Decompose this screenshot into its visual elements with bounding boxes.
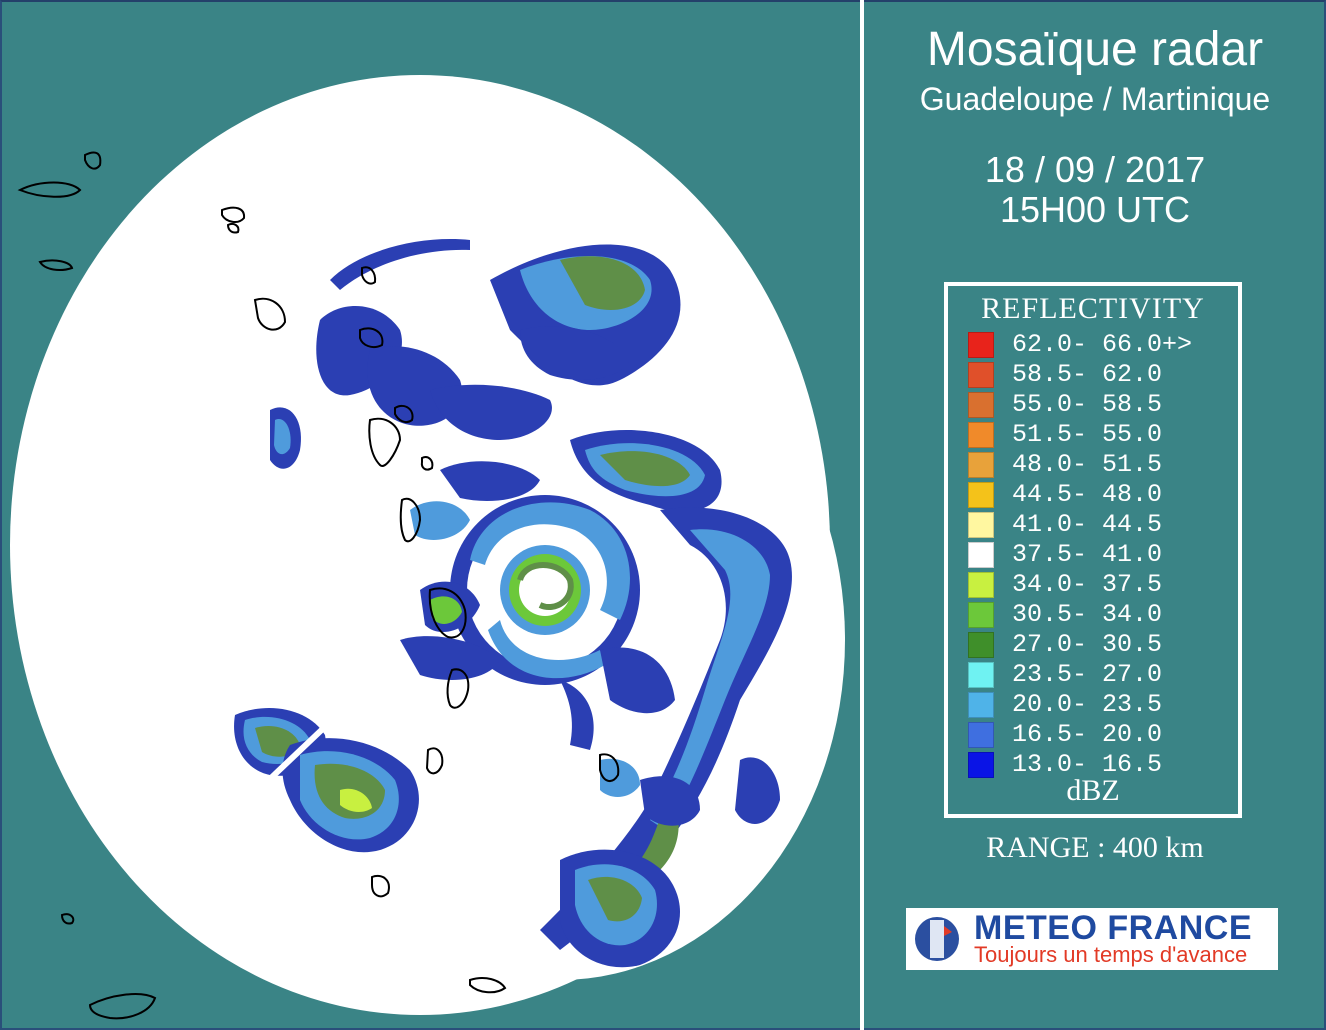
- coastlines: [17, 151, 620, 1020]
- legend-item: 34.0- 37.5: [968, 570, 1238, 600]
- legend-range-label: 16.5- 20.0: [1012, 720, 1163, 749]
- legend-range-label: 58.5- 62.0: [1012, 360, 1163, 389]
- legend-unit: dBZ: [1066, 774, 1120, 807]
- legend-item: 58.5- 62.0: [968, 360, 1238, 390]
- legend-range-label: 37.5- 41.0: [1012, 540, 1163, 569]
- precipitation-echoes: [234, 239, 792, 968]
- reflectivity-legend: REFLECTIVITY 62.0- 66.0+> 58.5- 62.0 55.0-…: [944, 282, 1242, 818]
- observation-time: 15H00 UTC: [999, 189, 1191, 230]
- legend-item: 37.5- 41.0: [968, 540, 1238, 570]
- legend-item: 41.0- 44.5: [968, 510, 1238, 540]
- range-label: RANGE : 400 km: [986, 831, 1204, 864]
- legend-color-swatch: [968, 632, 994, 658]
- legend-color-swatch: [968, 362, 994, 388]
- map-subtitle: Guadeloupe / Martinique: [919, 81, 1271, 117]
- legend-color-swatch: [968, 752, 994, 778]
- legend-item: 13.0- 16.5: [968, 750, 1238, 780]
- map-title: Mosaïque radar: [926, 23, 1264, 76]
- legend-color-swatch: [968, 542, 994, 568]
- legend-color-swatch: [968, 392, 994, 418]
- legend-range-label: 34.0- 37.5: [1012, 570, 1163, 599]
- info-panel: Mosaïque radar Guadeloupe / Martinique 1…: [864, 0, 1326, 1030]
- legend-color-swatch: [968, 482, 994, 508]
- meteo-france-logo-icon: [915, 917, 959, 961]
- legend-item: 44.5- 48.0: [968, 480, 1238, 510]
- legend-item: 23.5- 27.0: [968, 660, 1238, 690]
- legend-item: 51.5- 55.0: [968, 420, 1238, 450]
- legend-item: 48.0- 51.5: [968, 450, 1238, 480]
- legend-item: 20.0- 23.5: [968, 690, 1238, 720]
- legend-range-label: 44.5- 48.0: [1012, 480, 1163, 509]
- logo-name: METEO FRANCE: [974, 909, 1252, 947]
- legend-item: 16.5- 20.0: [968, 720, 1238, 750]
- legend-color-swatch: [968, 422, 994, 448]
- legend-color-swatch: [968, 452, 994, 478]
- radar-map-svg: [10, 75, 845, 1020]
- legend-range-label: 62.0- 66.0+>: [1012, 330, 1193, 359]
- legend-color-swatch: [968, 512, 994, 538]
- legend-range-label: 30.5- 34.0: [1012, 600, 1163, 629]
- legend-color-swatch: [968, 692, 994, 718]
- legend-item: 55.0- 58.5: [968, 390, 1238, 420]
- legend-range-label: 13.0- 16.5: [1012, 750, 1163, 779]
- radar-map: [10, 75, 845, 1020]
- legend-range-label: 48.0- 51.5: [1012, 450, 1163, 479]
- legend-color-swatch: [968, 332, 994, 358]
- panel-divider: [860, 0, 864, 1030]
- legend-range-label: 55.0- 58.5: [1012, 390, 1163, 419]
- legend-title: REFLECTIVITY: [981, 292, 1205, 325]
- observation-date: 18 / 09 / 2017: [984, 149, 1206, 190]
- legend-item: 27.0- 30.5: [968, 630, 1238, 660]
- legend-range-label: 23.5- 27.0: [1012, 660, 1163, 689]
- legend-item: 30.5- 34.0: [968, 600, 1238, 630]
- legend-range-label: 20.0- 23.5: [1012, 690, 1163, 719]
- legend-color-swatch: [968, 722, 994, 748]
- legend-color-swatch: [968, 572, 994, 598]
- legend-range-label: 41.0- 44.5: [1012, 510, 1163, 539]
- legend-item: 62.0- 66.0+>: [968, 330, 1238, 360]
- legend-range-label: 51.5- 55.0: [1012, 420, 1163, 449]
- legend-color-swatch: [968, 662, 994, 688]
- legend-range-label: 27.0- 30.5: [1012, 630, 1163, 659]
- logo-slogan: Toujours un temps d'avance: [974, 942, 1248, 967]
- legend-color-swatch: [968, 602, 994, 628]
- meteo-france-logo: METEO FRANCE Toujours un temps d'avance: [906, 908, 1278, 970]
